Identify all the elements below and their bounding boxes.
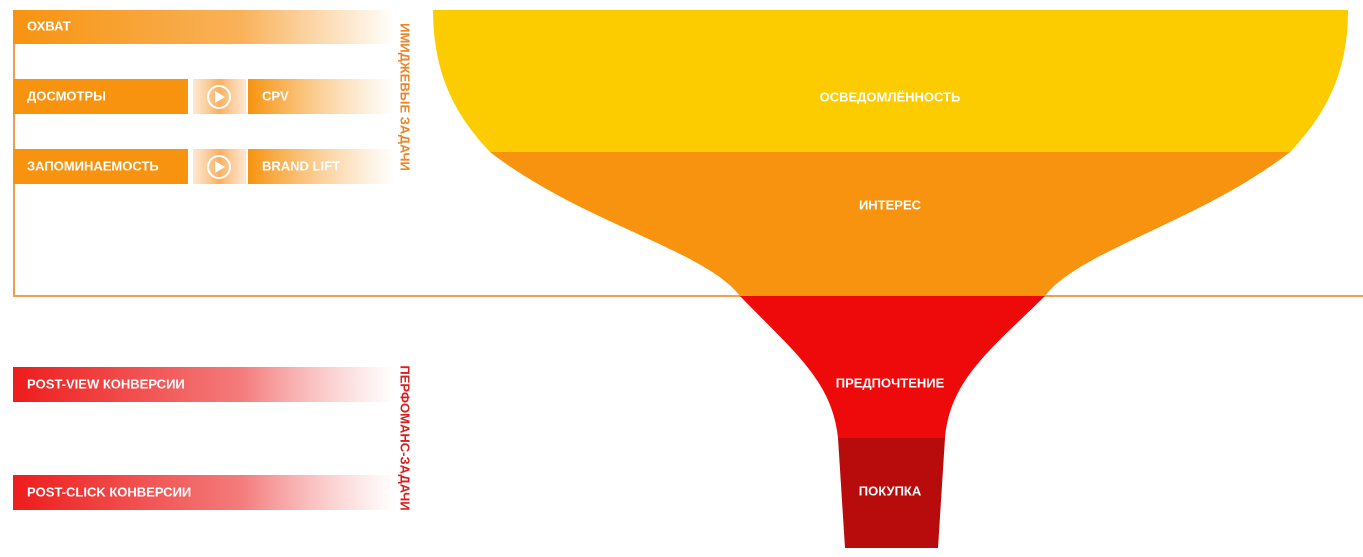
funnel-stage: [740, 296, 1045, 438]
stage-label: ОСВЕДОМЛЁННОСТЬ: [820, 89, 961, 104]
play-icon: [215, 161, 225, 173]
metric-label: POST-VIEW КОНВЕРСИИ: [27, 376, 185, 391]
group-label: ИМИДЖЕВЫЕ ЗАДАЧИ: [398, 23, 413, 171]
funnel-stage: [838, 438, 945, 548]
metric-label: ЗАПОМИНАЕМОСТЬ: [27, 158, 159, 173]
metric-bar: [13, 79, 188, 114]
stage-label: ПРЕДПОЧТЕНИЕ: [836, 375, 945, 390]
metric-label: ОХВАТ: [27, 18, 71, 33]
metric-bar: [13, 475, 395, 510]
kpi-bar: [248, 79, 395, 114]
kpi-label: BRAND LIFT: [262, 158, 340, 173]
metric-label: ДОСМОТРЫ: [27, 88, 106, 103]
stage-label: ИНТЕРЕС: [859, 197, 922, 212]
group-label: ПЕРФОМАНС-ЗАДАЧИ: [398, 365, 413, 510]
play-icon: [215, 91, 225, 103]
play-icon: [207, 85, 231, 109]
metric-label: POST-CLICK КОНВЕРСИИ: [27, 484, 191, 499]
metric-bar: [13, 149, 188, 184]
kpi-bar: [248, 149, 395, 184]
kpi-label: CPV: [262, 88, 289, 103]
stage-label: ПОКУПКА: [859, 483, 922, 498]
funnel-stage: [490, 152, 1290, 296]
play-icon: [207, 155, 231, 179]
funnel-stage: [433, 10, 1348, 152]
metric-bar: [13, 10, 395, 44]
metric-bar: [13, 367, 395, 402]
